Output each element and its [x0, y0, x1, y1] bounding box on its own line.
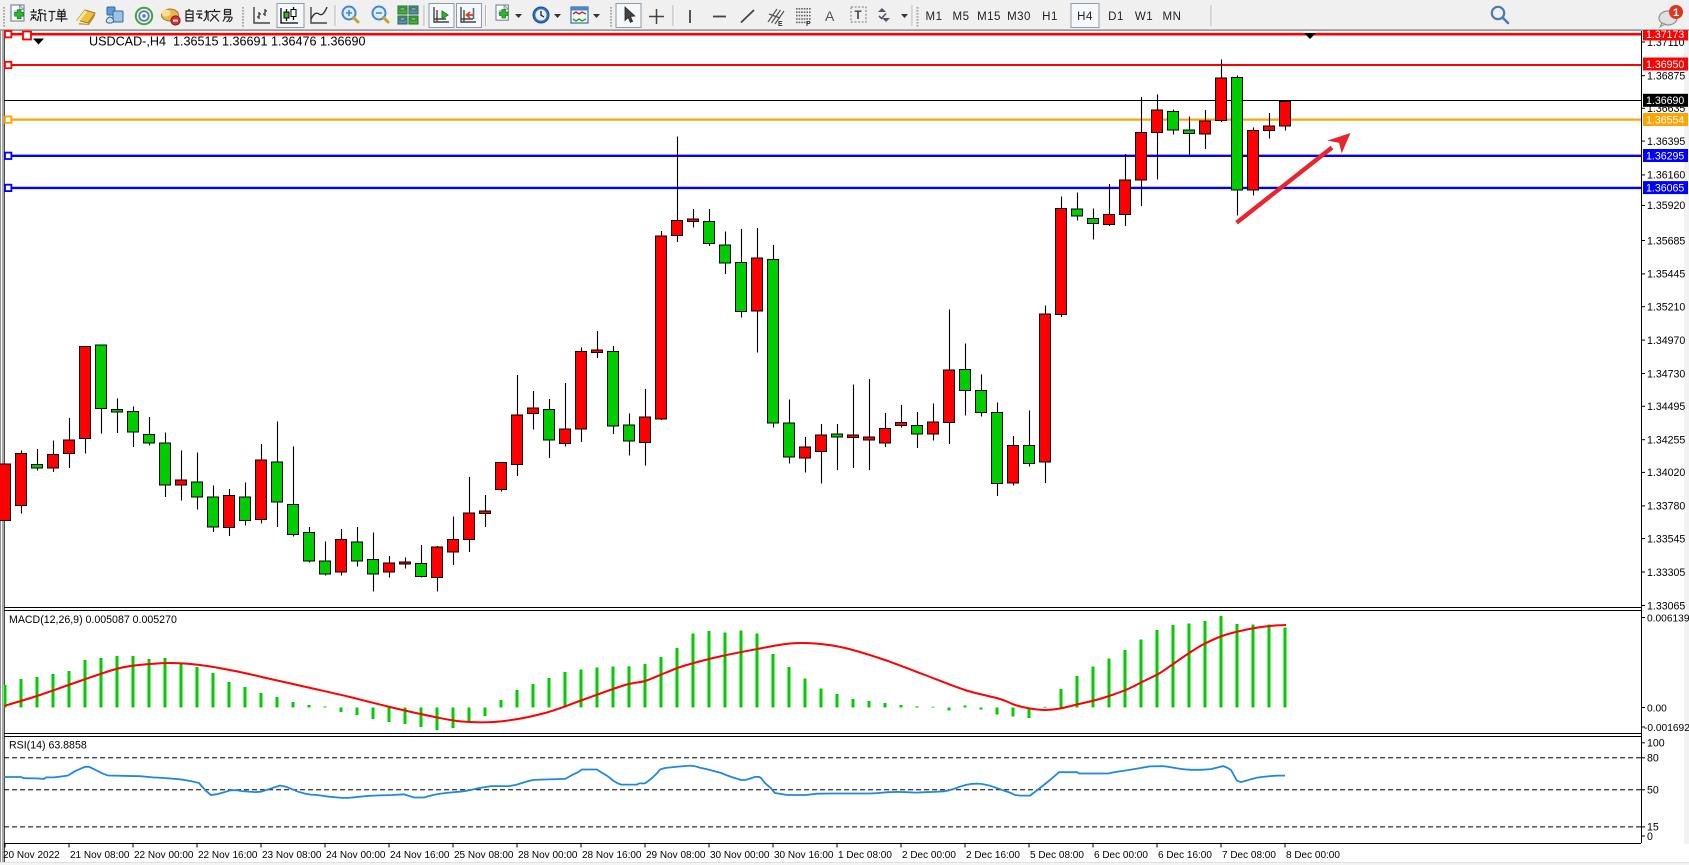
- svg-text:1.36395: 1.36395: [1647, 136, 1685, 148]
- svg-text:T: T: [855, 10, 862, 22]
- svg-text:H4: H4: [1077, 11, 1093, 23]
- svg-text:5 Dec 08:00: 5 Dec 08:00: [1030, 850, 1084, 861]
- svg-text:RSI(14) 63.8858: RSI(14) 63.8858: [9, 740, 87, 752]
- svg-text:W1: W1: [1135, 11, 1153, 23]
- svg-text:1.33065: 1.33065: [1647, 600, 1685, 612]
- svg-text:0.006139: 0.006139: [1647, 613, 1689, 624]
- svg-text:29 Nov 08:00: 29 Nov 08:00: [646, 850, 706, 861]
- svg-text:1.34495: 1.34495: [1647, 401, 1685, 413]
- svg-text:D1: D1: [1108, 11, 1124, 23]
- svg-text:2 Dec 00:00: 2 Dec 00:00: [902, 850, 956, 861]
- svg-text:24 Nov 16:00: 24 Nov 16:00: [390, 850, 450, 861]
- svg-text:1.34970: 1.34970: [1647, 335, 1685, 347]
- svg-text:1.34255: 1.34255: [1647, 435, 1685, 447]
- svg-text:M15: M15: [977, 11, 1001, 23]
- svg-text:1.35685: 1.35685: [1647, 235, 1685, 247]
- svg-text:1.33780: 1.33780: [1647, 501, 1685, 513]
- svg-text:25 Nov 08:00: 25 Nov 08:00: [454, 850, 514, 861]
- svg-text:USDCAD-,H4 1.36515 1.36691 1.: USDCAD-,H4 1.36515 1.36691 1.36476 1.366…: [89, 35, 366, 49]
- svg-text:20 Nov 2022: 20 Nov 2022: [3, 850, 60, 861]
- svg-text:1.37173: 1.37173: [1646, 29, 1684, 41]
- svg-text:MACD(12,26,9) 0.005087 0.00527: MACD(12,26,9) 0.005087 0.005270: [9, 614, 177, 626]
- svg-text:H1: H1: [1042, 11, 1058, 23]
- svg-text:1.34730: 1.34730: [1647, 368, 1685, 380]
- svg-text:80: 80: [1647, 753, 1659, 765]
- svg-text:1.36065: 1.36065: [1646, 182, 1684, 194]
- svg-text:1.34020: 1.34020: [1647, 467, 1685, 479]
- svg-text:M5: M5: [953, 11, 970, 23]
- svg-text:1.35445: 1.35445: [1647, 269, 1685, 281]
- svg-text:1: 1: [1673, 7, 1679, 19]
- svg-text:1.36875: 1.36875: [1647, 71, 1685, 83]
- svg-text:1 Dec 08:00: 1 Dec 08:00: [838, 850, 892, 861]
- svg-text:6 Dec 16:00: 6 Dec 16:00: [1158, 850, 1212, 861]
- svg-text:6 Dec 00:00: 6 Dec 00:00: [1094, 850, 1148, 861]
- svg-text:30 Nov 16:00: 30 Nov 16:00: [774, 850, 834, 861]
- svg-text:0: 0: [1647, 831, 1653, 843]
- svg-text:1.36295: 1.36295: [1646, 150, 1684, 162]
- svg-text:M30: M30: [1007, 11, 1031, 23]
- svg-text:A: A: [825, 8, 835, 24]
- svg-text:-0.001692: -0.001692: [1644, 723, 1689, 734]
- svg-text:30 Nov 00:00: 30 Nov 00:00: [710, 850, 770, 861]
- svg-text:22 Nov 00:00: 22 Nov 00:00: [134, 850, 194, 861]
- svg-text:21 Nov 08:00: 21 Nov 08:00: [70, 850, 130, 861]
- svg-text:50: 50: [1647, 785, 1659, 797]
- svg-text:24 Nov 00:00: 24 Nov 00:00: [326, 850, 386, 861]
- svg-text:28 Nov 00:00: 28 Nov 00:00: [518, 850, 578, 861]
- svg-text:1.35210: 1.35210: [1647, 302, 1685, 314]
- svg-text:E: E: [778, 21, 783, 28]
- svg-text:1.36554: 1.36554: [1646, 114, 1684, 126]
- svg-text:28 Nov 16:00: 28 Nov 16:00: [582, 850, 642, 861]
- svg-text:2 Dec 16:00: 2 Dec 16:00: [966, 850, 1020, 861]
- svg-text:100: 100: [1647, 738, 1665, 750]
- svg-text:1.36950: 1.36950: [1646, 59, 1684, 71]
- svg-text:1.35920: 1.35920: [1647, 200, 1685, 212]
- svg-text:1.36160: 1.36160: [1647, 170, 1685, 182]
- svg-text:0.00: 0.00: [1647, 703, 1667, 714]
- svg-text:23 Nov 08:00: 23 Nov 08:00: [262, 850, 322, 861]
- svg-text:8 Dec 00:00: 8 Dec 00:00: [1286, 850, 1340, 861]
- svg-text:F: F: [806, 21, 811, 28]
- svg-text:15: 15: [1647, 822, 1659, 834]
- svg-text:1.33545: 1.33545: [1647, 533, 1685, 545]
- svg-text:22 Nov 16:00: 22 Nov 16:00: [198, 850, 258, 861]
- svg-text:7 Dec 08:00: 7 Dec 08:00: [1222, 850, 1276, 861]
- svg-text:1.33305: 1.33305: [1647, 567, 1685, 579]
- svg-text:M1: M1: [926, 11, 943, 23]
- svg-text:1.36690: 1.36690: [1646, 95, 1684, 107]
- svg-text:MN: MN: [1163, 11, 1182, 23]
